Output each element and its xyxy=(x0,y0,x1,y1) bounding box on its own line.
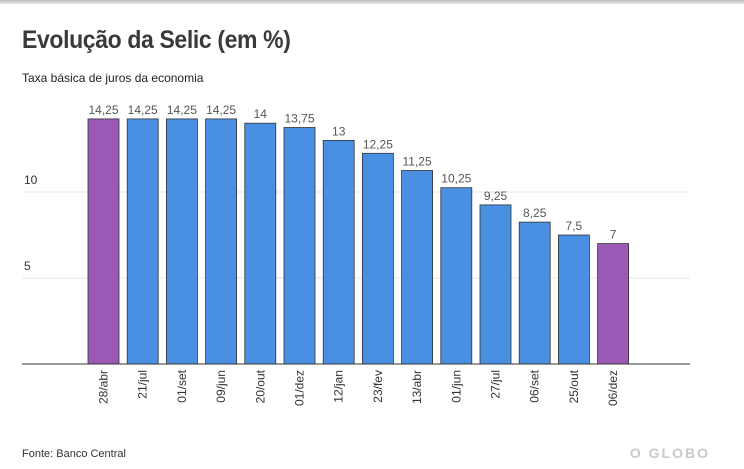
x-tick-label: 09/jun xyxy=(214,370,228,403)
bar xyxy=(322,139,355,365)
bar xyxy=(205,118,238,365)
bar xyxy=(597,243,629,365)
bar xyxy=(401,170,434,365)
bar-value-label: 8,25 xyxy=(523,206,547,220)
y-tick-label: 5 xyxy=(24,259,31,273)
bar-value-label: 13 xyxy=(332,124,346,138)
top-rule xyxy=(0,0,744,4)
x-tick-label: 20/out xyxy=(253,369,267,403)
bar xyxy=(440,187,473,365)
bar xyxy=(126,118,159,365)
bar-value-label: 10,25 xyxy=(441,172,471,186)
bar xyxy=(518,221,551,365)
x-tick-label: 06/dez xyxy=(606,370,620,406)
x-tick-label: 23/fev xyxy=(371,370,385,403)
bar xyxy=(165,118,198,365)
bar-value-label: 7 xyxy=(610,228,617,242)
x-tick-label: 06/set xyxy=(528,369,542,402)
x-tick-label: 21/jul xyxy=(136,370,150,399)
bar xyxy=(244,122,277,365)
bar-value-label: 14,25 xyxy=(88,103,118,117)
source-note: Fonte: Banco Central xyxy=(22,448,126,460)
chart-subtitle: Taxa básica de juros da economia xyxy=(22,71,204,85)
bar-value-label: 13,75 xyxy=(284,112,314,126)
bar xyxy=(558,234,590,365)
y-tick-label: 10 xyxy=(24,173,38,187)
brand-logo: O GLOBO xyxy=(629,445,710,461)
bar-value-label: 14,25 xyxy=(206,103,236,117)
bar-chart: 5 10 14,25 14,25 14,25 14,25 14 13,75 13 12,25 11,… xyxy=(22,103,690,406)
bar-value-label: 7,5 xyxy=(566,219,583,233)
bar-value-label: 9,25 xyxy=(484,189,508,203)
bar xyxy=(87,118,120,365)
bar-value-label: 12,25 xyxy=(363,137,393,151)
x-tick-label: 12/jan xyxy=(332,370,346,403)
bar-value-label: 14,25 xyxy=(167,103,197,117)
bar-value-label: 11,25 xyxy=(403,155,432,169)
x-tick-label: 27/jul xyxy=(489,370,503,399)
bar-value-label: 14 xyxy=(254,107,268,121)
x-tick-label: 01/set xyxy=(175,369,189,402)
x-tick-label: 25/out xyxy=(567,369,581,403)
chart-title: Evolução da Selic (em %) xyxy=(22,26,291,54)
bar xyxy=(479,204,512,365)
x-tick-label: 13/abr xyxy=(410,370,424,404)
x-tick-label: 01/jun xyxy=(449,370,463,403)
bar xyxy=(361,152,394,365)
bar-value-label: 14,25 xyxy=(128,103,158,117)
bar xyxy=(283,127,316,365)
x-tick-label: 28/abr xyxy=(97,370,111,404)
x-tick-label: 01/dez xyxy=(293,370,307,406)
